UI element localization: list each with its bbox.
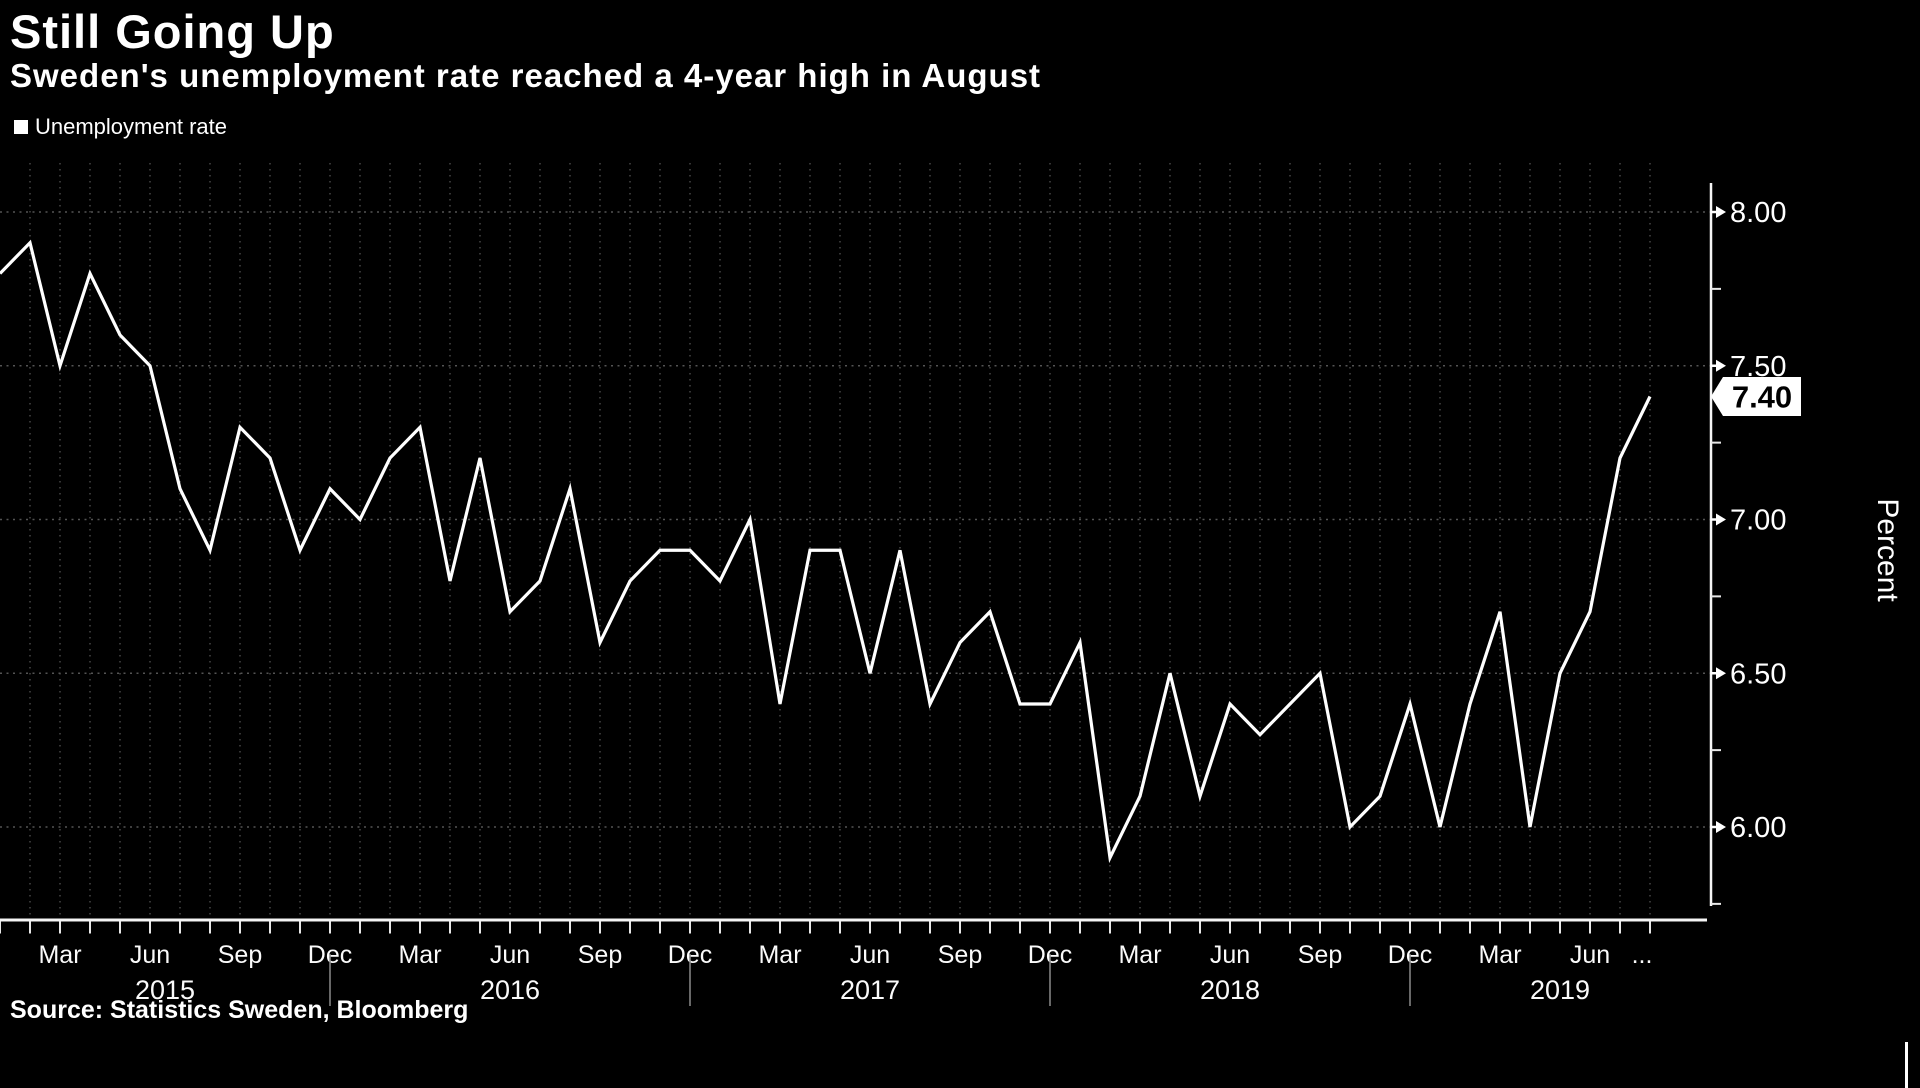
svg-text:Mar: Mar — [1478, 941, 1521, 969]
svg-text:Mar: Mar — [758, 941, 801, 969]
svg-text:6.50: 6.50 — [1730, 658, 1786, 690]
svg-text:Mar: Mar — [38, 941, 81, 969]
svg-text:7.00: 7.00 — [1730, 505, 1786, 537]
axes — [0, 183, 1721, 934]
scrollbar-artifact — [1905, 1042, 1908, 1088]
svg-text:Sep: Sep — [938, 941, 982, 969]
last-value-badge: 7.40 — [1711, 377, 1801, 416]
svg-text:Mar: Mar — [398, 941, 441, 969]
svg-text:Sep: Sep — [218, 941, 262, 969]
legend: Unemployment rate — [14, 114, 227, 140]
svg-text:Jun: Jun — [490, 941, 530, 969]
legend-label: Unemployment rate — [35, 114, 227, 139]
svg-text:6.00: 6.00 — [1730, 812, 1786, 844]
gridlines — [0, 163, 1711, 918]
data-line — [0, 239, 1652, 864]
svg-text:2017: 2017 — [840, 975, 900, 1005]
svg-text:2016: 2016 — [480, 975, 540, 1005]
legend-swatch-icon — [14, 120, 28, 134]
svg-text:Jun: Jun — [1210, 941, 1250, 969]
svg-text:7.40: 7.40 — [1732, 380, 1792, 415]
svg-text:2015: 2015 — [135, 975, 195, 1005]
svg-text:2018: 2018 — [1200, 975, 1260, 1005]
y-axis-title: Percent — [1871, 498, 1904, 602]
year-labels: 2015 2016 2017 2018 2019 — [135, 954, 1590, 1006]
svg-text:Sep: Sep — [578, 941, 622, 969]
svg-text:...: ... — [1632, 941, 1653, 969]
svg-text:Jun: Jun — [130, 941, 170, 969]
chart-title: Still Going Up — [10, 5, 335, 58]
svg-text:Jun: Jun — [850, 941, 890, 969]
svg-text:Jun: Jun — [1570, 941, 1610, 969]
svg-text:Percent: Percent — [1871, 498, 1904, 602]
svg-text:2019: 2019 — [1530, 975, 1590, 1005]
svg-text:Sep: Sep — [1298, 941, 1342, 969]
svg-text:8.00: 8.00 — [1730, 197, 1786, 229]
y-axis-labels: 8.007.507.006.506.00 — [1711, 197, 1786, 844]
svg-text:Mar: Mar — [1118, 941, 1161, 969]
chart-subtitle: Sweden's unemployment rate reached a 4-y… — [10, 57, 1042, 94]
source-note: Source: Statistics Sweden, Bloomberg — [10, 996, 469, 1024]
